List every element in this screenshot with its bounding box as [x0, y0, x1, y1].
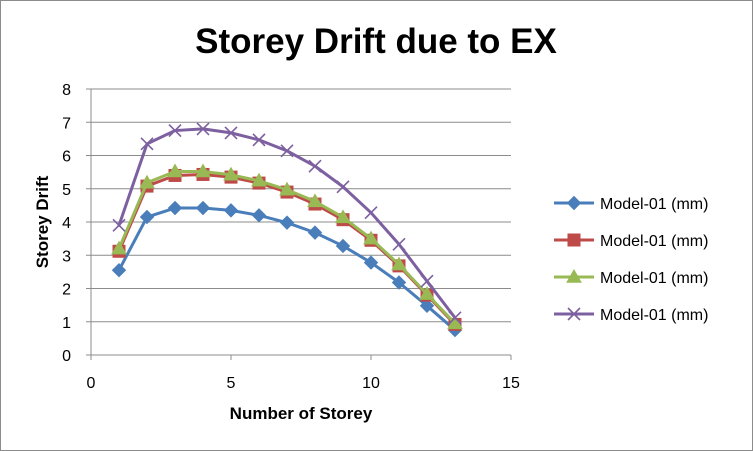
- x-tick-label: 15: [502, 375, 520, 392]
- y-tick-label: 5: [62, 182, 71, 199]
- y-axis-tick-labels: 0 1 2 3 4 5 6 7 8: [62, 82, 71, 365]
- legend-item-3: Model-01 (mm): [554, 268, 708, 287]
- legend-swatch-marker: [567, 233, 581, 247]
- y-tick-label: 3: [62, 248, 71, 265]
- series-4-point: [168, 123, 182, 138]
- series-1-point: [335, 238, 351, 254]
- series-4-point: [224, 126, 238, 140]
- series-1-point: [195, 200, 211, 216]
- series-3-point: [391, 256, 407, 271]
- series-4: [112, 122, 462, 325]
- legend-item-4: Model-01 (mm): [554, 307, 708, 324]
- series-4-point: [364, 206, 378, 220]
- y-tick-label: 1: [62, 315, 71, 332]
- series-3-point: [111, 240, 127, 255]
- series-1-point: [363, 255, 379, 270]
- y-tick-label: 8: [62, 82, 71, 99]
- series-1-point: [111, 263, 127, 278]
- series-4-point: [140, 137, 154, 151]
- legend-label: Model-01 (mm): [600, 307, 708, 324]
- series-3-point: [307, 193, 323, 208]
- series-3-point: [363, 230, 379, 245]
- series-1-point: [279, 215, 295, 230]
- chart-title: Storey Drift due to EX: [195, 22, 557, 61]
- legend-swatch-marker: [566, 195, 582, 211]
- series-1-point: [391, 275, 407, 290]
- x-tick-label: 5: [227, 375, 236, 392]
- legend-swatch-marker: [566, 268, 582, 283]
- series-4-point: [196, 122, 210, 136]
- series-1-point: [307, 225, 323, 240]
- x-tick-label: 0: [87, 375, 96, 392]
- series-4-point: [112, 218, 126, 232]
- series-4-point: [280, 144, 294, 158]
- series-4-point: [308, 159, 322, 173]
- y-axis-title: Storey Drift: [33, 175, 52, 268]
- legend-label: Model-01 (mm): [600, 233, 708, 250]
- y-tick-label: 2: [62, 282, 71, 299]
- grid-layer: [91, 88, 511, 323]
- series-4-point: [420, 274, 434, 288]
- series-1-point: [251, 208, 267, 223]
- y-tick-label: 6: [62, 149, 71, 166]
- x-axis-tick-labels: 0 5 10 15: [87, 375, 520, 392]
- legend: Model-01 (mm) Model-01 (mm) Model-01 (mm) M…: [554, 195, 708, 324]
- series-3-point: [335, 209, 351, 224]
- series-3-point: [167, 163, 183, 178]
- x-axis-title: Number of Storey: [230, 404, 373, 423]
- series-3-point: [279, 181, 295, 196]
- series-3-point: [139, 174, 155, 189]
- series-3-point: [223, 166, 239, 181]
- legend-swatch-marker: [567, 307, 581, 321]
- legend-label: Model-01 (mm): [600, 270, 708, 287]
- y-tick-label: 7: [62, 115, 71, 132]
- legend-item-2: Model-01 (mm): [554, 233, 708, 250]
- series-3-point: [195, 163, 211, 178]
- series-layer: [111, 122, 463, 338]
- y-tick-label: 4: [62, 215, 71, 232]
- series-4-point: [392, 237, 406, 251]
- series-3-point: [447, 315, 463, 330]
- legend-label: Model-01 (mm): [600, 196, 708, 213]
- legend-item-1: Model-01 (mm): [554, 195, 708, 213]
- series-1-point: [419, 298, 435, 313]
- series-3-point: [419, 286, 435, 300]
- series-1: [111, 200, 463, 338]
- x-tick-label: 10: [362, 375, 380, 392]
- y-tick-label: 0: [62, 348, 71, 365]
- series-4-point: [336, 180, 350, 194]
- series-1-point: [139, 209, 155, 225]
- series-3: [111, 163, 463, 330]
- series-4-point: [448, 311, 462, 325]
- series-4-point: [252, 133, 266, 147]
- series-3-point: [251, 172, 267, 187]
- series-1-point: [167, 200, 183, 216]
- series-1-point: [223, 203, 239, 218]
- axis-layer: [86, 88, 512, 360]
